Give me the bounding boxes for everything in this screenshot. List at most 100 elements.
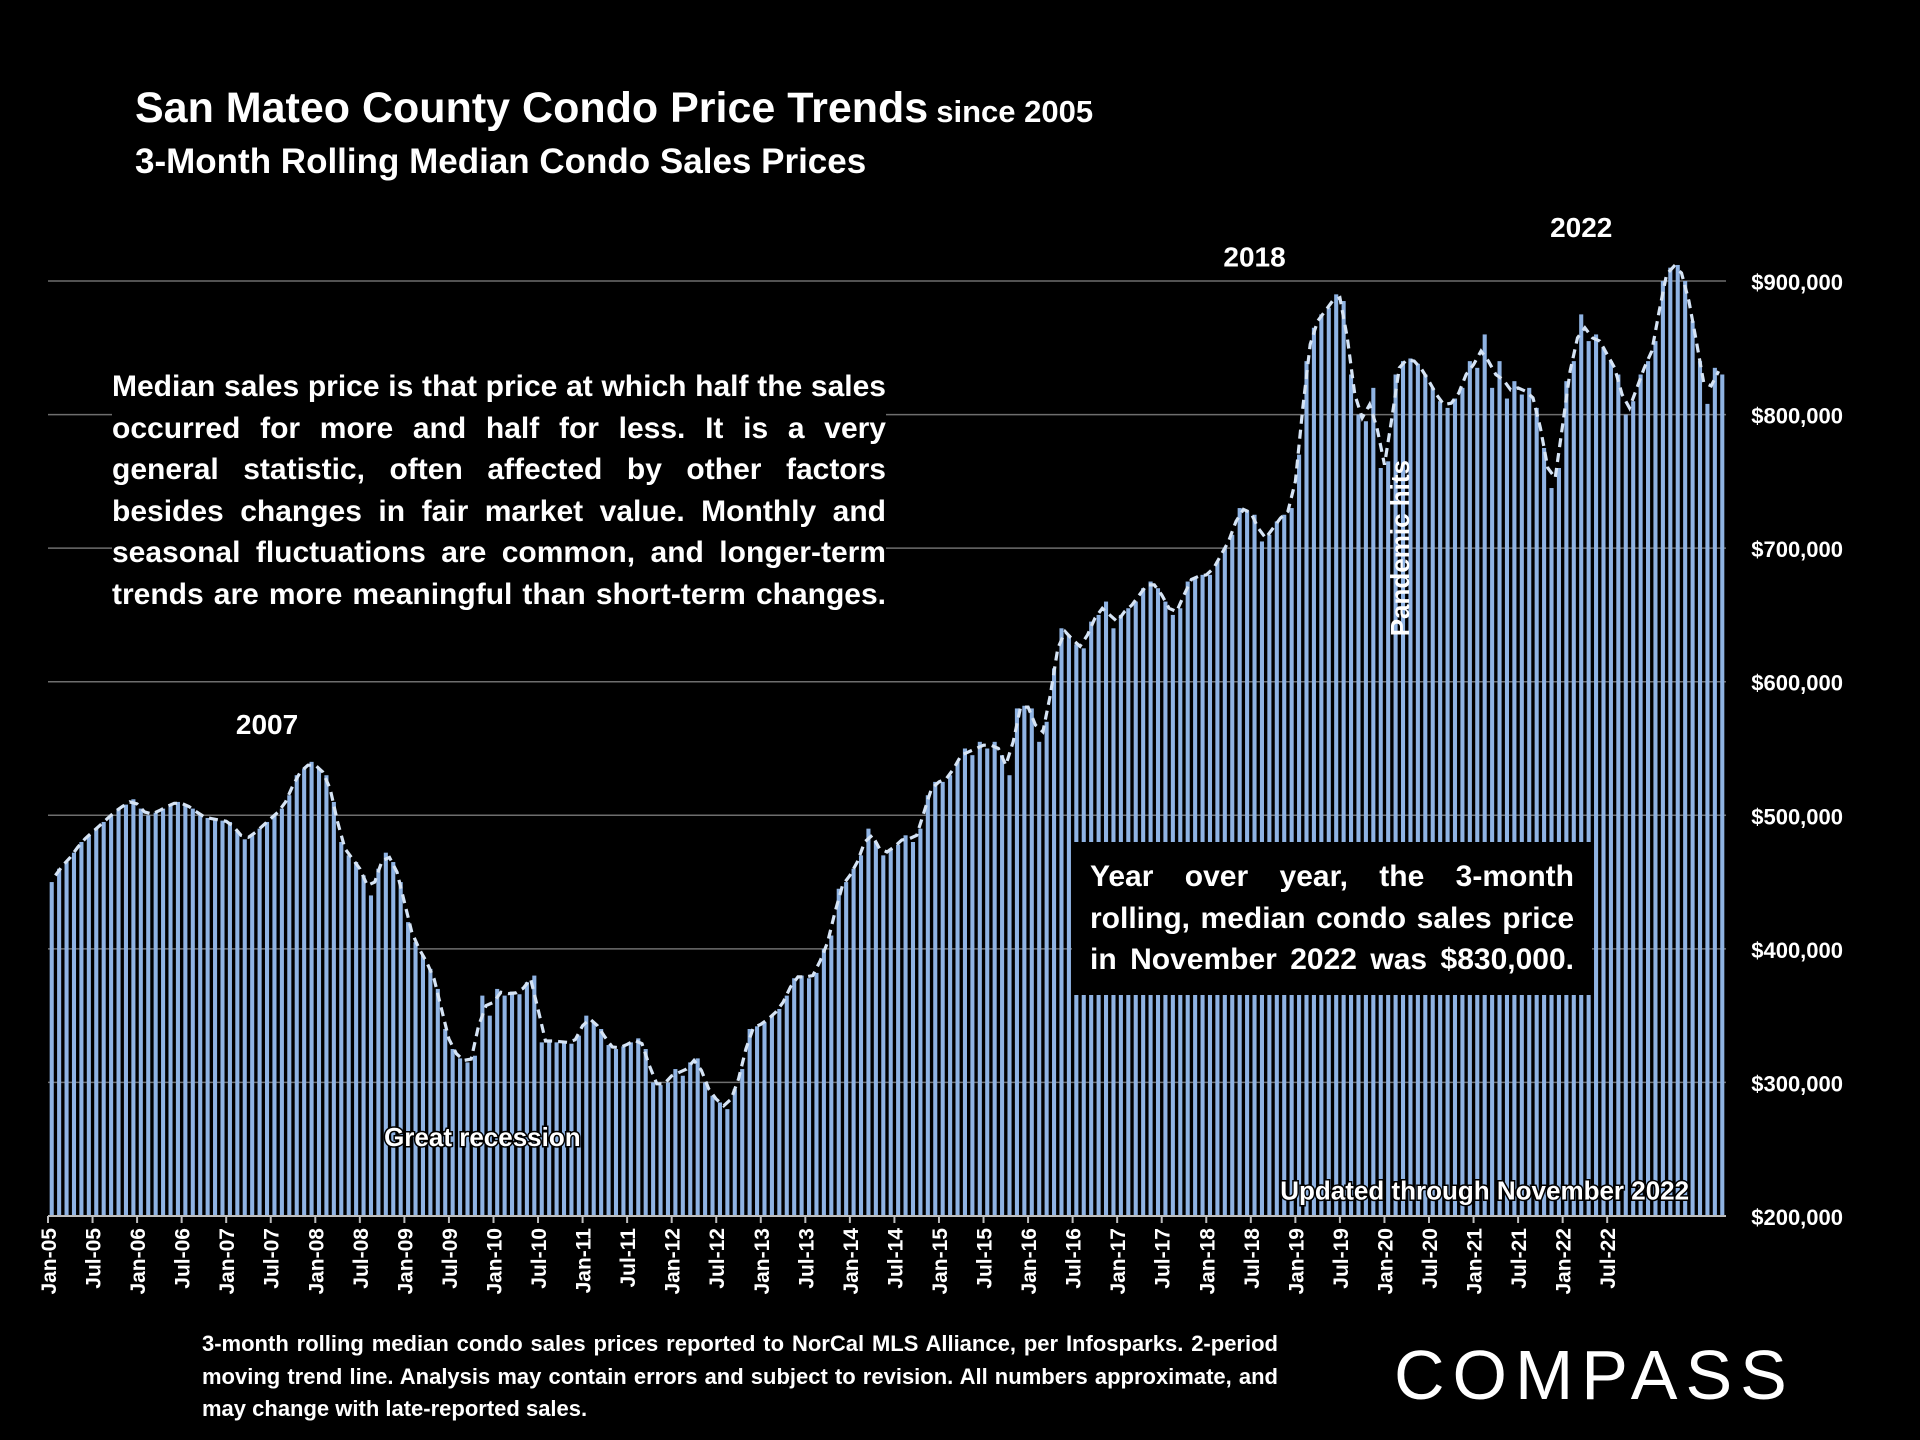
bar: [190, 808, 195, 1216]
bar: [220, 820, 225, 1216]
bar: [561, 1041, 567, 1216]
bar: [1519, 394, 1524, 1216]
bar: [532, 975, 537, 1216]
bar: [1304, 361, 1309, 1217]
y-tick-label: $600,000: [1751, 671, 1843, 696]
y-tick-label: $300,000: [1751, 1071, 1843, 1096]
bar: [1066, 634, 1071, 1216]
x-tick-label: Jul-18: [1241, 1228, 1264, 1289]
bar: [1297, 454, 1302, 1217]
bar: [1363, 421, 1368, 1216]
x-tick-label: Jul-15: [974, 1228, 997, 1289]
bar: [1712, 367, 1717, 1217]
bar: [1430, 387, 1435, 1216]
bar: [1579, 314, 1584, 1217]
bar: [903, 835, 908, 1216]
bar: [1415, 363, 1420, 1216]
bar: [1616, 374, 1621, 1216]
bar: [487, 1015, 492, 1216]
bar: [168, 804, 173, 1216]
bar: [101, 821, 106, 1216]
bar: [725, 1109, 730, 1216]
y-axis-labels: $200,000 $300,000 $400,000 $500,000 $600,000…: [1751, 270, 1843, 1230]
bar: [420, 955, 425, 1216]
bar: [717, 1102, 722, 1216]
bar: [858, 855, 864, 1216]
bar: [1037, 741, 1042, 1216]
bar: [1490, 387, 1495, 1216]
bar: [1705, 403, 1710, 1216]
y-tick-label: $500,000: [1751, 804, 1843, 829]
bar: [79, 842, 84, 1216]
annotation-label: 2018: [1223, 241, 1285, 272]
bar: [873, 842, 878, 1216]
bar: [1460, 387, 1465, 1216]
bar: [606, 1045, 611, 1216]
bar: [658, 1085, 663, 1216]
x-tick-label: Jul-22: [1597, 1228, 1620, 1289]
bar: [621, 1046, 626, 1216]
bar: [495, 988, 500, 1216]
bar: [881, 855, 886, 1216]
bar: [376, 868, 381, 1216]
bar: [198, 815, 203, 1216]
bar: [769, 1015, 774, 1216]
x-tick-label: Jan-15: [929, 1228, 952, 1295]
title-main: San Mateo County Condo Price Trends: [135, 84, 929, 132]
bar: [1690, 321, 1695, 1217]
bar: [576, 1035, 581, 1216]
bar: [613, 1049, 619, 1216]
bar: [1660, 281, 1665, 1216]
bar: [1571, 361, 1576, 1217]
bar: [814, 972, 819, 1216]
bar: [1408, 358, 1413, 1216]
x-tick-label: Jul-09: [439, 1228, 462, 1289]
bar: [242, 839, 247, 1216]
bar: [821, 948, 826, 1216]
bar: [539, 1042, 544, 1216]
x-tick-label: Jul-10: [528, 1228, 551, 1289]
bar: [368, 895, 374, 1216]
x-tick-label: Jan-19: [1285, 1228, 1308, 1295]
annotation-label: Great recession: [384, 1122, 581, 1152]
bar: [851, 868, 856, 1216]
bar: [992, 741, 997, 1216]
bar: [1497, 361, 1502, 1217]
bar: [1000, 755, 1005, 1216]
bar: [1623, 414, 1628, 1217]
bar: [985, 748, 990, 1216]
bar: [205, 817, 210, 1216]
bar: [1475, 367, 1480, 1217]
bar: [1022, 705, 1027, 1216]
bar: [569, 1043, 574, 1216]
bar: [279, 808, 284, 1216]
bar: [896, 844, 901, 1216]
y-tick-label: $400,000: [1751, 938, 1843, 963]
x-axis-labels: Jan-05 Jul-05 Jan-06 Jul-06 Jan-07 Jul-07 Jan-…: [38, 1216, 1620, 1295]
yoy-callout: Year over year, the 3-month rolling, med…: [1072, 842, 1592, 995]
bar: [584, 1015, 589, 1216]
bar: [673, 1069, 678, 1216]
x-tick-label: Jul-11: [617, 1228, 640, 1288]
bar: [510, 991, 515, 1216]
x-tick-label: Jan-10: [483, 1228, 506, 1295]
y-tick-label: $200,000: [1751, 1205, 1843, 1230]
bar: [250, 835, 255, 1216]
x-tick-label: Jan-06: [127, 1228, 150, 1295]
bar: [1393, 374, 1398, 1216]
x-tick-label: Jul-08: [350, 1228, 373, 1289]
annotations: 2007 2018 2022 Great recession Pandemic hits…: [236, 212, 1691, 1207]
x-tick-label: Jan-22: [1553, 1228, 1576, 1295]
bar: [547, 1039, 552, 1216]
bar: [153, 812, 158, 1216]
bar: [138, 808, 143, 1216]
compass-logo: COMPASS: [1394, 1336, 1795, 1414]
bar: [1482, 334, 1487, 1216]
bar: [1653, 341, 1658, 1216]
title-suffix: since 2005: [936, 94, 1094, 129]
bar: [324, 775, 329, 1216]
bar: [1044, 721, 1049, 1216]
bar: [591, 1022, 596, 1216]
bar: [940, 781, 945, 1216]
bar: [316, 768, 322, 1216]
